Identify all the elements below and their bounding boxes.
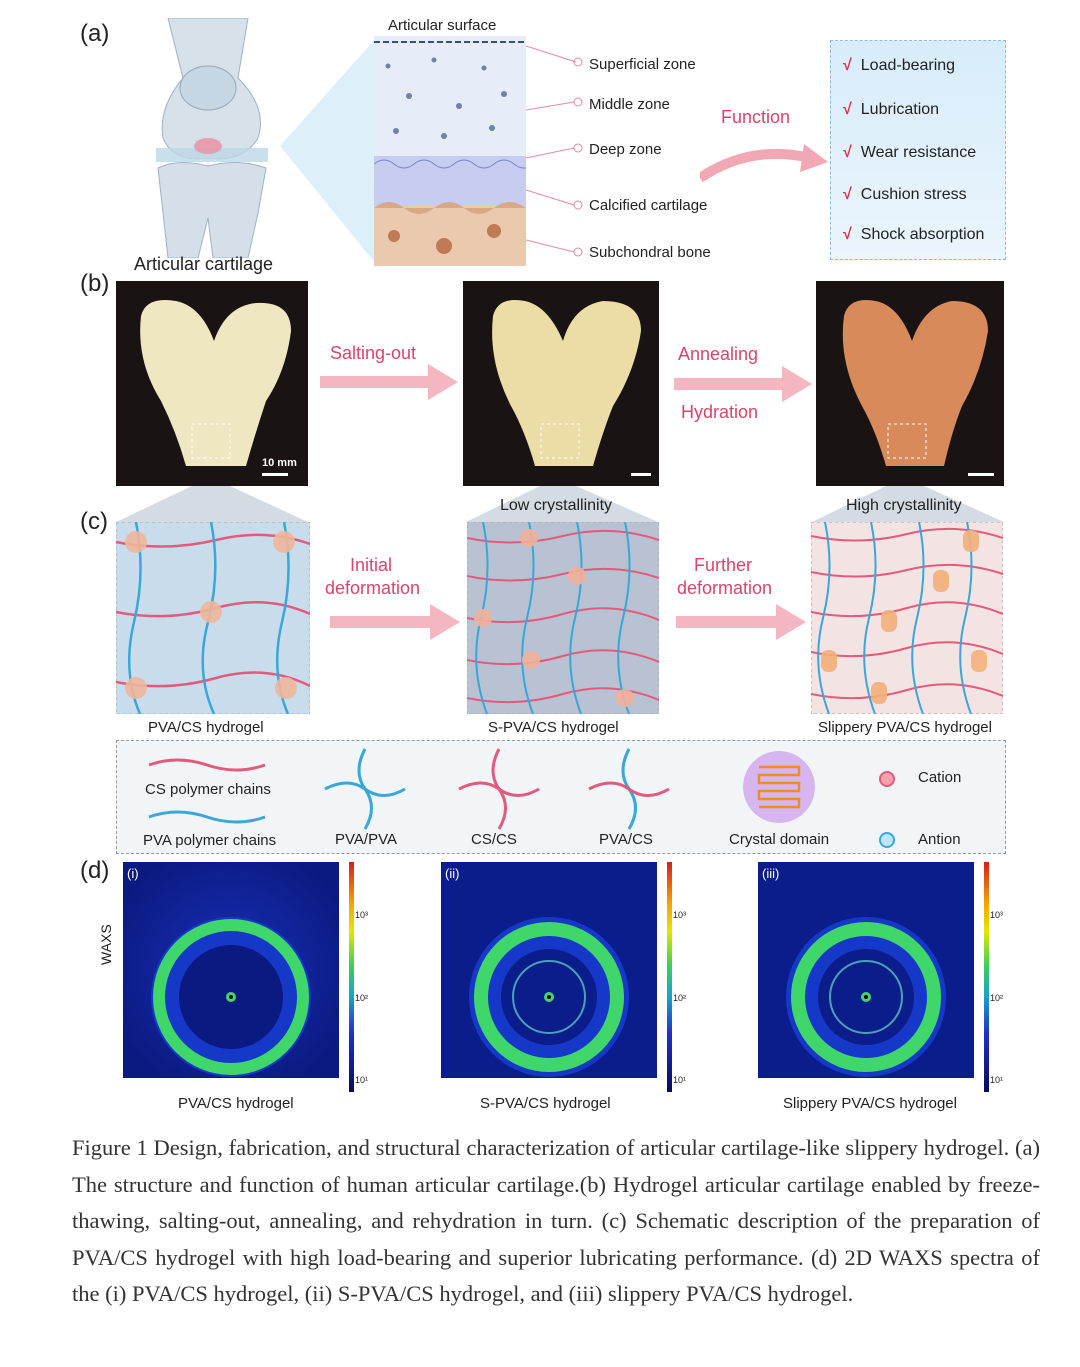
legend-anion: Antion <box>918 831 961 848</box>
panel-c-label: (c) <box>80 508 108 535</box>
further-deformation-line1: Further <box>694 555 753 575</box>
legend-crystal: Crystal domain <box>729 831 830 848</box>
crystal-domain-icon <box>743 751 815 823</box>
scale-bar-label: 10 mm <box>262 457 297 469</box>
legend-cs-chains: CS polymer chains <box>145 781 271 798</box>
waxs-ylabel: WAXS <box>98 924 114 965</box>
further-deformation-line2: deformation <box>677 578 773 598</box>
zone-middle: Middle zone <box>589 96 670 113</box>
zone-subchondral: Subchondral bone <box>589 244 711 261</box>
function-box: √ Load-bearing √ Lubrication √ Wear resista… <box>830 40 1006 260</box>
zone-calcified: Calcified cartilage <box>589 197 708 214</box>
panel-b-label: (b) <box>80 270 110 297</box>
step-annealing: Annealing <box>678 344 759 364</box>
photo-slippery <box>816 281 1004 486</box>
check-icon: √ <box>843 101 852 118</box>
colorbar-i <box>349 862 354 1092</box>
legend-pva-pva: PVA/PVA <box>335 831 397 848</box>
network-pva-cs <box>116 522 310 714</box>
zone-deep: Deep zone <box>589 141 662 158</box>
zone-superficial: Superficial zone <box>589 56 696 73</box>
low-crystallinity-label: Low crystallinity <box>500 497 613 514</box>
check-icon: √ <box>843 57 852 74</box>
subpanel-i-label: (i) <box>127 866 139 881</box>
cs-chain-icon <box>148 758 266 772</box>
tick-iii-1000: 10³ <box>990 910 1004 920</box>
subpanel-iii-label: (iii) <box>762 866 780 881</box>
colorbar-ii <box>667 862 672 1092</box>
tick-i-10: 10¹ <box>355 1075 369 1085</box>
surface-label: Articular surface <box>388 17 497 34</box>
knee-illustration <box>156 18 268 258</box>
caption-c-slippery: Slippery PVA/CS hydrogel <box>818 719 992 736</box>
function-item-load: √ Load-bearing <box>843 57 956 74</box>
knee-label: Articular cartilage <box>134 254 274 274</box>
legend-cation: Cation <box>918 769 962 786</box>
subpanel-ii-label: (ii) <box>445 866 460 881</box>
tick-ii-100: 10² <box>673 993 687 1003</box>
caption-c-pva-cs: PVA/CS hydrogel <box>148 719 264 736</box>
figure-caption: Figure 1 Design, fabrication, and struct… <box>72 1135 1040 1306</box>
zoom-trapezoids <box>116 486 1004 522</box>
legend-pva-chains: PVA polymer chains <box>143 832 277 849</box>
high-crystallinity-label: High crystallinity <box>846 497 962 514</box>
arrow-salting-out <box>320 364 458 400</box>
zone-leaders <box>526 45 583 257</box>
initial-deformation-line1: Initial <box>350 555 393 575</box>
tick-iii-100: 10² <box>990 993 1004 1003</box>
caption-d-ii: S-PVA/CS hydrogel <box>480 1095 611 1112</box>
tick-ii-10: 10¹ <box>673 1075 687 1085</box>
legend-cs-cs: CS/CS <box>471 831 517 848</box>
pva-pva-icon <box>324 748 406 830</box>
cartilage-layers <box>374 36 526 266</box>
function-item-cushion: √ Cushion stress <box>843 186 967 203</box>
step-hydration: Hydration <box>681 402 759 422</box>
initial-deformation-line2: deformation <box>325 578 421 598</box>
pva-cs-icon <box>588 748 670 830</box>
tick-iii-10: 10¹ <box>990 1075 1004 1085</box>
anion-icon <box>879 832 895 848</box>
function-item-lubrication: √ Lubrication <box>843 101 940 118</box>
network-s-pva-cs <box>467 522 659 714</box>
caption-d-iii: Slippery PVA/CS hydrogel <box>783 1095 957 1112</box>
legend-box: CS polymer chains PVA polymer chains PVA… <box>116 740 1006 854</box>
waxs-panel-i <box>123 862 339 1078</box>
panel-d-label: (d) <box>80 857 110 884</box>
check-icon: √ <box>843 186 852 203</box>
network-slippery <box>811 522 1003 714</box>
function-arrow <box>700 144 828 183</box>
photo-s-pva-cs <box>463 281 659 486</box>
zoom-cone <box>280 38 376 264</box>
arrow-initial-deformation <box>330 604 460 640</box>
legend-pva-cs: PVA/CS <box>599 831 653 848</box>
caption-d-i: PVA/CS hydrogel <box>178 1095 294 1112</box>
photo-pva-cs: 10 mm <box>116 281 308 486</box>
colorbar-iii <box>984 862 989 1092</box>
arrow-further-deformation <box>676 604 806 640</box>
pva-chain-icon <box>148 810 266 824</box>
check-icon: √ <box>843 144 852 161</box>
function-item-shock: √ Shock absorption <box>843 226 985 243</box>
caption-c-s-pva-cs: S-PVA/CS hydrogel <box>488 719 619 736</box>
tick-i-1000: 10³ <box>355 910 369 920</box>
panel-a-label: (a) <box>80 20 110 47</box>
cs-cs-icon <box>458 748 540 830</box>
tick-ii-1000: 10³ <box>673 910 687 920</box>
tick-i-100: 10² <box>355 993 369 1003</box>
waxs-panel-ii <box>441 862 657 1078</box>
step-salting-out: Salting-out <box>330 343 417 363</box>
function-label: Function <box>721 107 791 127</box>
function-item-wear: √ Wear resistance <box>843 144 977 161</box>
cation-icon <box>879 771 895 787</box>
check-icon: √ <box>843 226 852 243</box>
arrow-annealing <box>674 366 812 402</box>
waxs-panel-iii <box>758 862 974 1078</box>
